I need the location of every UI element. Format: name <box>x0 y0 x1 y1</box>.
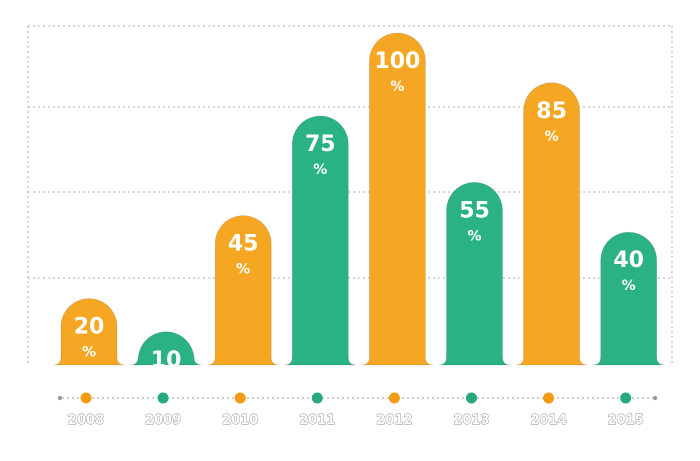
category-dot-2010 <box>234 392 246 404</box>
x-tick-label: 2014 <box>531 413 567 428</box>
x-tick-label: 2013 <box>453 413 489 428</box>
category-dot-2009 <box>157 392 169 404</box>
bar-2012 <box>361 32 434 366</box>
bar-value-label: 45 <box>228 232 259 257</box>
bar-value-label: 40 <box>613 248 644 273</box>
bar-2010 <box>207 215 280 366</box>
bar-2008 <box>52 298 126 366</box>
x-tick-label: 2009 <box>145 413 181 428</box>
category-dot-2014 <box>543 392 555 404</box>
axis-end-dot <box>57 395 63 401</box>
x-tick-label: 2011 <box>299 413 335 428</box>
bars <box>52 32 665 366</box>
category-dot-2015 <box>620 392 632 404</box>
bar-2015 <box>592 231 665 366</box>
bar-value-label: 100 <box>374 49 420 74</box>
x-tick-label: 2010 <box>222 413 258 428</box>
bar-value-label: 55 <box>459 198 490 223</box>
bar-2011 <box>284 115 357 366</box>
x-tick-label: 2012 <box>376 413 412 428</box>
category-dot-2011 <box>311 392 323 404</box>
bar-2009 <box>130 331 203 366</box>
bar-value-label: 85 <box>536 99 567 124</box>
bar-unit-label: % <box>622 278 636 294</box>
x-tick-label: 2015 <box>608 413 644 428</box>
x-tick-label: 2008 <box>68 413 104 428</box>
bar-unit-label: % <box>82 345 96 361</box>
bar-2014 <box>515 82 588 366</box>
x-axis: 2008 2009 2010 2011 2012 2013 2014 2015 <box>57 392 658 428</box>
category-dot-2008 <box>80 392 92 404</box>
bar-unit-label: % <box>159 378 173 394</box>
bar-value-label: 20 <box>74 315 105 340</box>
bar-unit-label: % <box>390 79 404 95</box>
axis-end-dot <box>652 395 658 401</box>
bar-unit-label: % <box>313 162 327 178</box>
bar-unit-label: % <box>467 228 481 244</box>
category-dot-2013 <box>466 392 477 404</box>
bar-unit-label: % <box>545 129 559 145</box>
category-dot-2012 <box>388 392 400 404</box>
bar-value-label: 10 <box>151 348 182 373</box>
bar-labels: 20% 10% 45% 75% 100% 55% 85% 40% <box>74 49 644 394</box>
bar-unit-label: % <box>236 262 250 278</box>
bar-value-label: 75 <box>305 132 336 157</box>
bar-2013 <box>438 182 511 366</box>
